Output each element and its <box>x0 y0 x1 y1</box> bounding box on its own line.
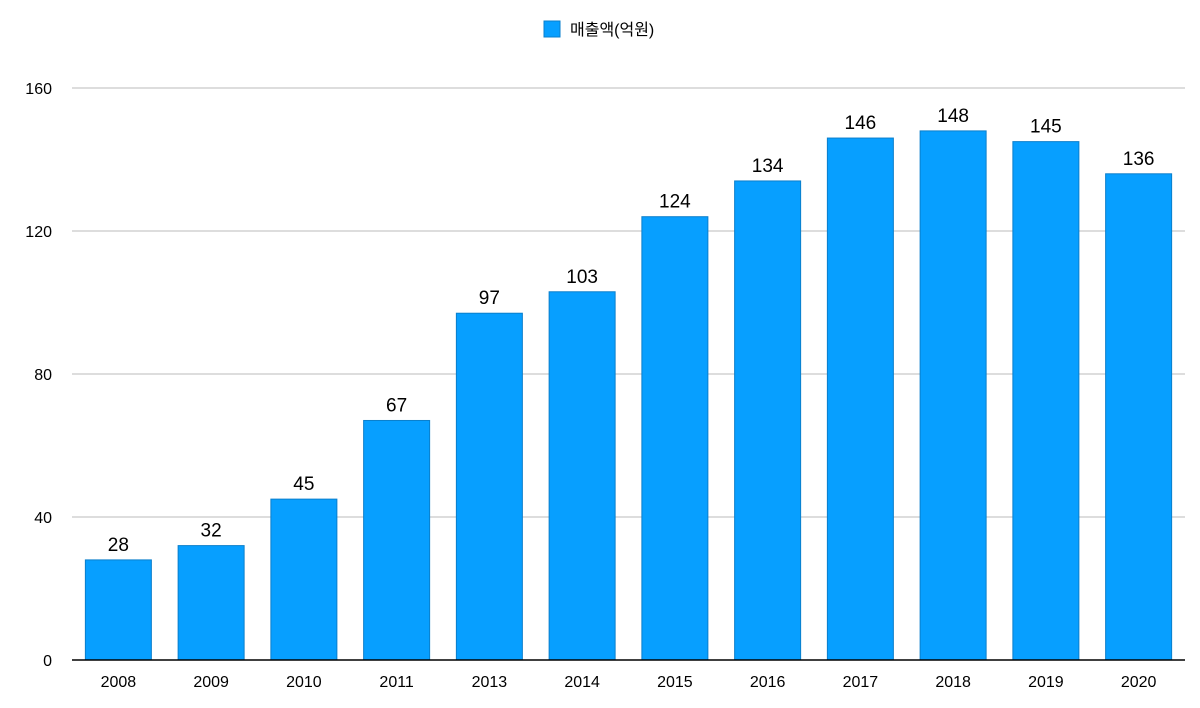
bars <box>84 130 1173 661</box>
data-label: 146 <box>845 113 877 134</box>
bar <box>919 130 987 661</box>
bar <box>455 312 523 661</box>
y-tick-label: 40 <box>34 510 52 527</box>
legend-label: 매출액(억원) <box>570 21 654 39</box>
data-label: 67 <box>386 395 407 416</box>
bar <box>734 180 802 661</box>
x-tick-label: 2016 <box>750 674 786 691</box>
data-label: 148 <box>937 106 969 127</box>
x-tick-label: 2019 <box>1028 674 1064 691</box>
bar <box>548 291 616 661</box>
x-tick-label: 2017 <box>843 674 879 691</box>
bar <box>1105 173 1173 661</box>
data-label: 32 <box>201 521 222 542</box>
x-tick-label: 2015 <box>657 674 693 691</box>
x-tick-label: 2013 <box>472 674 508 691</box>
y-tick-label: 160 <box>25 81 52 98</box>
data-label: 45 <box>293 474 314 495</box>
x-tick-label: 2020 <box>1121 674 1157 691</box>
data-labels: 28 32 45 67 97 103 124 134 146 148 145 136 <box>108 106 1155 556</box>
bar <box>1012 141 1080 661</box>
x-tick-label: 2008 <box>101 674 137 691</box>
data-label: 124 <box>659 192 691 213</box>
legend: 매출액(억원) <box>543 20 654 39</box>
x-tick-label: 2014 <box>564 674 600 691</box>
y-tick-label: 120 <box>25 224 52 241</box>
data-label: 145 <box>1030 117 1062 138</box>
gridlines <box>72 87 1185 518</box>
data-label: 28 <box>108 535 129 556</box>
x-axis-ticks: 2008 2009 2010 2011 2013 2014 2015 2016 2017 2018… <box>101 674 1157 691</box>
bar <box>84 559 152 661</box>
bar <box>363 419 431 661</box>
x-tick-label: 2009 <box>193 674 229 691</box>
bar <box>177 545 245 661</box>
data-label: 136 <box>1123 149 1155 170</box>
y-tick-label: 80 <box>34 367 52 384</box>
x-tick-label: 2018 <box>935 674 971 691</box>
bar <box>270 498 338 661</box>
y-tick-label: 0 <box>43 653 52 670</box>
bar <box>641 216 709 661</box>
data-label: 103 <box>566 267 598 288</box>
x-tick-label: 2011 <box>379 674 414 691</box>
data-label: 97 <box>479 288 500 309</box>
bar <box>826 137 894 661</box>
data-label: 134 <box>752 156 784 177</box>
y-axis-ticks: 0 40 80 120 160 <box>25 81 52 670</box>
legend-swatch <box>543 20 561 38</box>
x-tick-label: 2010 <box>286 674 322 691</box>
